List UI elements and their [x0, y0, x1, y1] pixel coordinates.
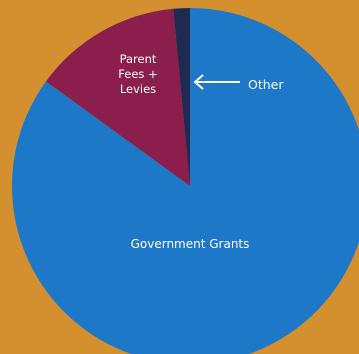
- pie-slice-government-grants: [11, 8, 359, 354]
- pie-slice-other: [173, 8, 190, 186]
- parent-fees-label-line-3: Levies: [120, 82, 156, 96]
- other-arrow: [193, 74, 240, 90]
- other-label: Other: [248, 77, 284, 92]
- parent-fees-label-line-2: Fees +: [118, 67, 157, 81]
- pie-slices: [11, 8, 359, 354]
- pie-slice-parent-fees-levies: [45, 8, 190, 187]
- parent-fees-label-line-1: Parent: [120, 52, 157, 66]
- government-grants-label: Government Grants: [131, 237, 250, 251]
